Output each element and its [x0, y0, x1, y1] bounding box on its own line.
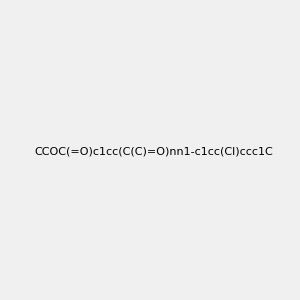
- Text: CCOC(=O)c1cc(C(C)=O)nn1-c1cc(Cl)ccc1C: CCOC(=O)c1cc(C(C)=O)nn1-c1cc(Cl)ccc1C: [34, 146, 273, 157]
